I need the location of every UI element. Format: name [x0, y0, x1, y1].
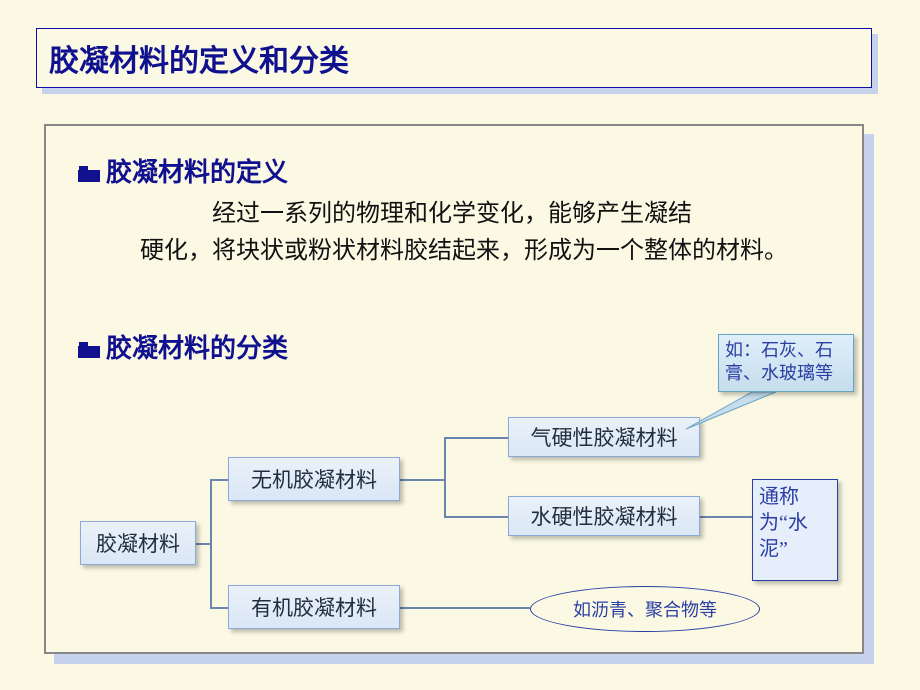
- flow-node-organic: 有机胶凝材料: [228, 585, 400, 629]
- connector: [210, 479, 228, 481]
- section-heading-classification: 胶凝材料的分类: [78, 328, 288, 365]
- section-heading-text: 胶凝材料的分类: [106, 334, 288, 363]
- connector: [700, 516, 752, 518]
- flow-node-air-hard: 气硬性胶凝材料: [508, 417, 700, 457]
- slide-title: 胶凝材料的定义和分类: [49, 36, 349, 80]
- flow-node-label: 水硬性胶凝材料: [531, 501, 678, 531]
- callout-tail: [684, 392, 776, 431]
- flow-node-label: 胶凝材料: [96, 528, 180, 558]
- note-organic-examples: 如沥青、聚合物等: [530, 586, 760, 632]
- connector: [444, 437, 446, 516]
- flow-node-inorganic: 无机胶凝材料: [228, 457, 400, 501]
- flow-node-label: 无机胶凝材料: [251, 464, 377, 494]
- folder-icon: [78, 342, 100, 358]
- connector: [444, 437, 508, 439]
- flow-node-label: 气硬性胶凝材料: [531, 422, 678, 452]
- flow-node-label: 有机胶凝材料: [251, 592, 377, 622]
- definition-body: 经过一系列的物理和化学变化，能够产生凝结 硬化，将块状或粉状材料胶结起来，形成为…: [140, 196, 830, 270]
- definition-line-1: 经过一系列的物理和化学变化，能够产生凝结: [212, 201, 692, 227]
- note-text: 如沥青、聚合物等: [573, 596, 717, 622]
- flow-node-root: 胶凝材料: [80, 521, 196, 565]
- flow-node-water-hard: 水硬性胶凝材料: [508, 496, 700, 536]
- note-cement: 通称为“水泥”: [752, 479, 838, 581]
- callout-air-examples: 如：石灰、石膏、水玻璃等: [718, 334, 854, 392]
- connector: [196, 543, 210, 545]
- note-text: 通称为“水泥”: [759, 486, 808, 560]
- connector: [444, 516, 508, 518]
- connector: [210, 479, 212, 607]
- definition-rest: 硬化，将块状或粉状材料胶结起来，形成为一个整体的材料。: [140, 238, 788, 264]
- section-heading-definition: 胶凝材料的定义: [78, 152, 288, 189]
- folder-icon: [78, 166, 100, 182]
- connector: [400, 479, 444, 481]
- title-bar: 胶凝材料的定义和分类: [36, 28, 872, 88]
- connector: [400, 607, 530, 609]
- connector: [210, 607, 228, 609]
- callout-text: 如：石灰、石膏、水玻璃等: [725, 340, 833, 383]
- section-heading-text: 胶凝材料的定义: [106, 158, 288, 187]
